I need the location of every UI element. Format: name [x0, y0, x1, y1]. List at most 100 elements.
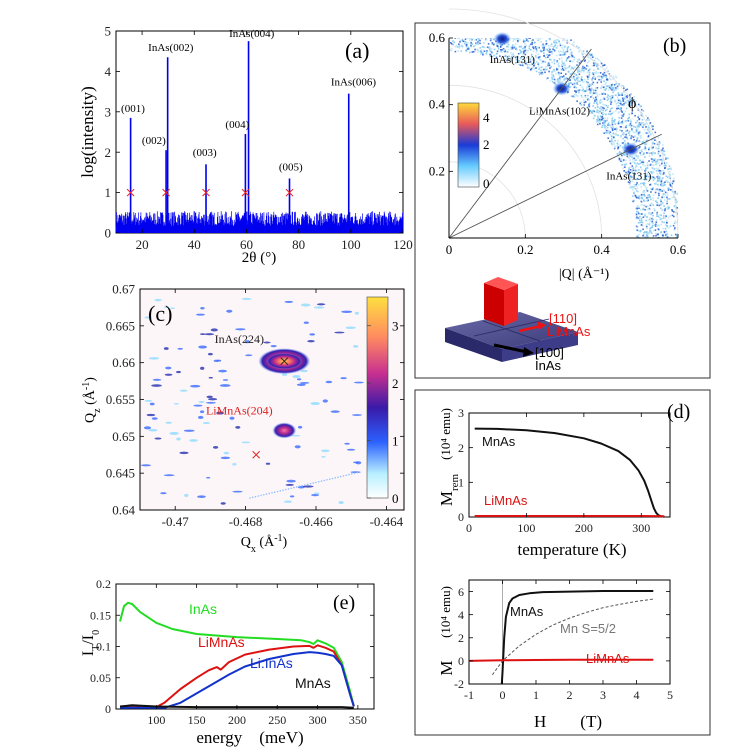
scatter-point	[637, 116, 639, 118]
scatter-point	[660, 231, 662, 234]
scatter-point	[485, 51, 488, 53]
streak-point	[350, 473, 353, 475]
scatter-point	[526, 57, 528, 59]
arrow-100-head	[523, 347, 534, 357]
scatter-point	[631, 97, 634, 99]
scatter-point	[640, 213, 642, 215]
scatter-point	[655, 167, 657, 170]
scatter-point	[566, 78, 569, 80]
scatter-point	[469, 15, 471, 17]
scatter-point	[652, 204, 655, 206]
x-tick-label: 100	[147, 713, 165, 727]
scatter-point	[588, 72, 591, 74]
scatter-point	[604, 104, 606, 106]
scatter-point	[650, 145, 653, 148]
scatter-point	[645, 178, 648, 181]
scatter-point	[620, 92, 623, 94]
scatter-point	[506, 51, 509, 53]
scatter-point	[617, 147, 619, 150]
scatter-point	[675, 198, 677, 201]
scatter-point	[662, 153, 664, 156]
scatter-point	[582, 50, 585, 52]
noise-blob	[289, 495, 295, 498]
scatter-point	[603, 107, 605, 110]
panel-c-colorbar	[366, 296, 389, 499]
scatter-point	[553, 42, 556, 44]
scatter-point	[626, 99, 628, 102]
scatter-point	[605, 113, 607, 116]
scatter-point	[500, 24, 502, 26]
scatter-point	[625, 120, 627, 122]
streak-point	[339, 475, 342, 478]
scatter-point	[617, 87, 619, 90]
scatter-point	[662, 147, 664, 150]
scatter-point	[605, 67, 608, 69]
series-line	[120, 644, 355, 709]
scatter-point	[635, 121, 637, 124]
scatter-point	[507, 43, 510, 46]
scatter-point	[635, 225, 638, 228]
scatter-point	[636, 210, 638, 213]
scatter-point	[661, 196, 663, 199]
scatter-point	[541, 44, 544, 47]
scatter-point	[465, 12, 467, 14]
scatter-point	[592, 97, 595, 99]
scatter-point	[485, 39, 487, 41]
scatter-point	[553, 49, 556, 52]
scatter-point	[610, 113, 613, 115]
scatter-point	[528, 32, 530, 34]
scatter-point	[461, 16, 463, 18]
scatter-point	[649, 176, 652, 178]
scatter-point	[585, 87, 588, 89]
scatter-point	[524, 50, 526, 52]
scatter-point	[636, 216, 638, 218]
scatter-point	[513, 33, 515, 35]
scatter-point	[632, 131, 635, 133]
scatter-point	[499, 55, 501, 57]
noise-blob	[302, 485, 314, 488]
scatter-point	[469, 36, 471, 38]
scatter-point	[648, 155, 651, 157]
scatter-point	[563, 77, 566, 80]
scatter-point	[455, 33, 457, 35]
scatter-point	[584, 95, 587, 98]
scatter-point	[597, 68, 600, 70]
scatter-point	[519, 49, 521, 51]
scatter-point	[654, 177, 656, 180]
scatter-point	[640, 122, 643, 124]
scatter-point	[564, 45, 566, 48]
scatter-point	[471, 17, 473, 19]
scatter-point	[576, 79, 579, 81]
scatter-point	[630, 136, 632, 138]
scatter-point	[599, 93, 601, 96]
scatter-point	[492, 43, 495, 46]
scatter-point	[625, 163, 627, 165]
scatter-point	[635, 129, 638, 131]
scatter-point	[660, 223, 662, 226]
polar-grid-arc	[448, 84, 603, 239]
scatter-point	[477, 51, 479, 53]
scatter-point	[630, 166, 632, 168]
scatter-point	[675, 201, 677, 204]
scatter-point	[623, 170, 625, 172]
noise-blob	[208, 376, 213, 379]
scatter-point	[677, 201, 678, 203]
scatter-point	[505, 55, 507, 57]
scatter-point	[553, 60, 555, 63]
scatter-point	[641, 141, 644, 143]
scatter-point	[620, 122, 622, 124]
scatter-point	[638, 118, 640, 121]
scatter-point	[603, 123, 605, 125]
scatter-point	[538, 68, 540, 70]
scatter-point	[558, 80, 560, 82]
scatter-point	[655, 223, 657, 226]
scatter-point	[640, 108, 643, 111]
scatter-point	[602, 73, 604, 76]
scatter-point	[643, 182, 646, 184]
x-tick-label: 2	[567, 688, 573, 702]
scatter-point	[553, 82, 556, 84]
scatter-point	[635, 183, 638, 186]
scatter-point	[609, 113, 612, 116]
scatter-point	[600, 79, 603, 81]
scatter-point	[604, 112, 606, 115]
